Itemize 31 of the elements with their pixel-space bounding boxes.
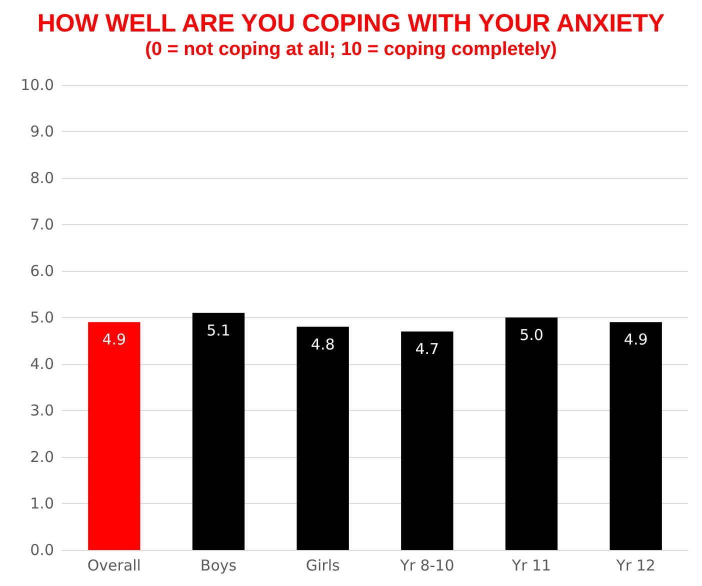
x-tick-label: Yr 8-10: [399, 556, 454, 574]
y-tick-label: 6.0: [30, 262, 54, 280]
bar: [401, 331, 454, 550]
y-tick-label: 4.0: [30, 355, 54, 373]
bar: [88, 322, 140, 550]
x-tick-label: Girls: [306, 556, 340, 574]
bar: [610, 322, 662, 550]
x-tick-label: Boys: [200, 556, 237, 574]
y-tick-label: 1.0: [30, 494, 54, 512]
data-label: 5.1: [206, 321, 230, 340]
y-tick-label: 2.0: [30, 448, 54, 466]
x-tick-label: Yr 12: [615, 556, 656, 574]
data-label: 4.9: [102, 330, 126, 349]
data-label: 4.7: [415, 340, 440, 358]
data-label: 4.8: [310, 335, 335, 354]
y-tick-label: 10.0: [20, 76, 54, 94]
bar: [192, 312, 245, 550]
chart-title: HOW WELL ARE YOU COPING WITH YOUR ANXIETY: [37, 10, 665, 38]
y-tick-label: 7.0: [30, 216, 54, 234]
y-tick-label: 0.0: [30, 541, 54, 559]
chart-subtitle: (0 = not coping at all; 10 = coping completely): [145, 39, 557, 60]
data-label: 5.0: [520, 326, 544, 344]
y-tick-label: 3.0: [30, 402, 54, 420]
y-tick-label: 5.0: [30, 308, 54, 326]
y-tick-label: 8.0: [30, 169, 54, 187]
y-tick-label: 9.0: [30, 122, 54, 140]
x-tick-label: Overall: [87, 556, 141, 574]
data-label: 4.9: [624, 330, 648, 349]
bar: [296, 326, 349, 550]
bar: [505, 318, 558, 550]
x-tick-label: Yr 11: [510, 556, 552, 574]
